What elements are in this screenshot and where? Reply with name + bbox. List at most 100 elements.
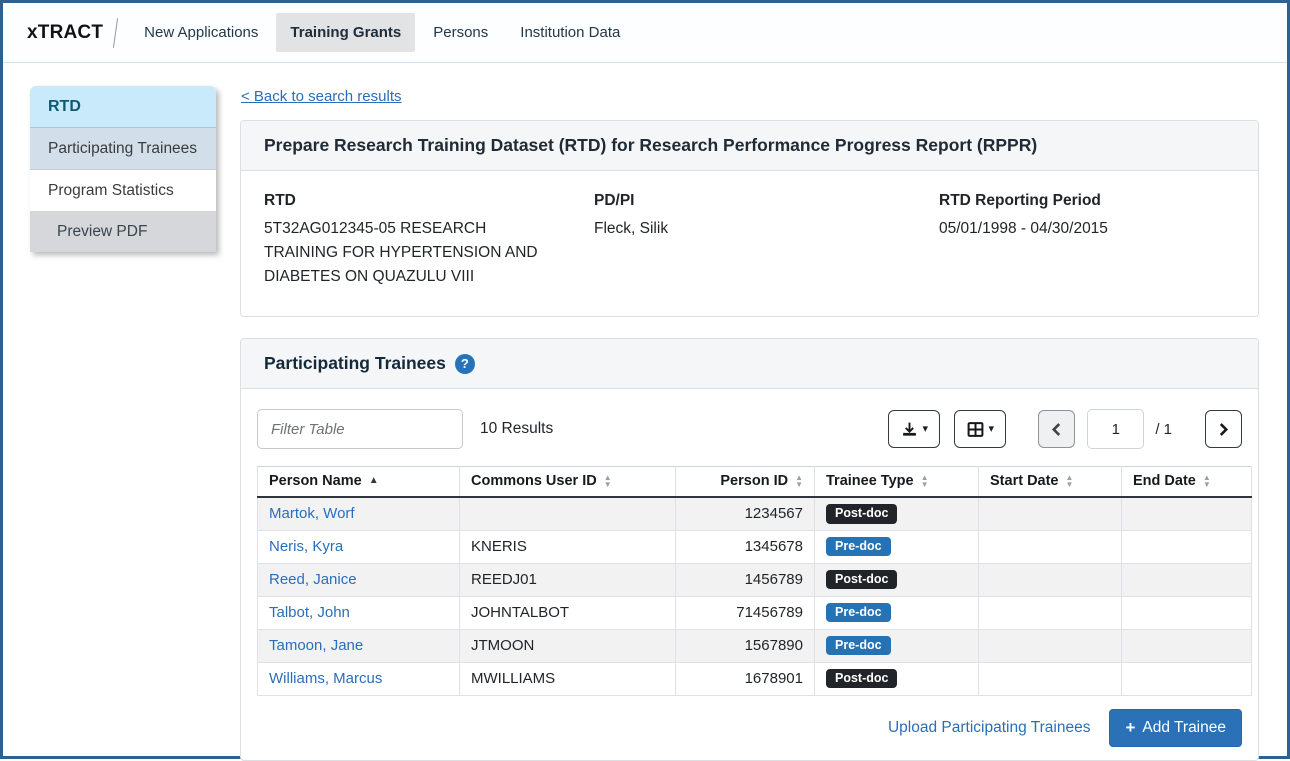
table-row: Neris, Kyra KNERIS 1345678 Pre-doc	[257, 529, 1252, 564]
sort-icon: ▲ ▼	[920, 473, 929, 490]
column-picker-button[interactable]: ▾	[954, 410, 1007, 448]
add-trainee-button[interactable]: + Add Trainee	[1109, 708, 1242, 747]
trainees-panel-title: Participating Trainees	[264, 353, 446, 373]
trainee-type-badge: Post-doc	[826, 668, 898, 689]
table-row: Reed, Janice REEDJ01 1456789 Post-doc	[257, 562, 1252, 597]
column-header-commons-user-id[interactable]: Commons User ID ▲ ▼	[459, 466, 676, 498]
start-date-cell	[978, 595, 1122, 630]
help-icon[interactable]: ?	[454, 353, 475, 374]
nav-item-new-applications[interactable]: New Applications	[144, 24, 259, 41]
table-toolbar: ▾ ▾	[888, 409, 1242, 449]
trainee-type-cell: Pre-doc	[814, 529, 979, 564]
trainee-type-badge: Pre-doc	[826, 602, 891, 623]
column-header-end-date[interactable]: End Date ▲ ▼	[1121, 466, 1252, 498]
content-area: RTD Participating Trainees Program Statist…	[3, 63, 1287, 761]
pagination: / 1	[1038, 409, 1242, 449]
end-date-cell	[1121, 628, 1252, 663]
commons-user-id-cell	[459, 496, 676, 531]
column-label: Commons User ID	[471, 473, 597, 489]
person-name-cell: Talbot, John	[257, 595, 460, 630]
filter-table-input[interactable]	[257, 409, 463, 449]
trainee-type-badge: Post-doc	[826, 504, 898, 524]
person-id-cell: 1678901	[675, 661, 815, 696]
export-download-button[interactable]: ▾	[888, 410, 941, 448]
trainee-type-cell: Pre-doc	[814, 628, 979, 663]
reporting-period-label: RTD Reporting Period	[939, 192, 1101, 209]
person-name-cell: Reed, Janice	[257, 562, 460, 597]
trainees-table-head-row: Person Name ▲ Commons User ID ▲ ▼ Person ID ▲ ▼…	[257, 466, 1252, 498]
end-date-cell	[1121, 661, 1252, 696]
person-id-cell: 1234567	[675, 496, 815, 531]
person-name-link[interactable]: Williams, Marcus	[269, 670, 383, 687]
table-row: Williams, Marcus MWILLIAMS 1678901 Post-doc	[257, 661, 1252, 696]
trainee-type-cell: Post-doc	[814, 496, 979, 531]
start-date-cell	[978, 661, 1122, 696]
nav-item-persons[interactable]: Persons	[433, 24, 489, 41]
rtd-panel-title: Prepare Research Training Dataset (RTD) …	[264, 135, 1038, 155]
participating-trainees-panel: Participating Trainees ? 10 Results	[240, 338, 1259, 761]
commons-user-id-cell: JTMOON	[459, 628, 676, 663]
trainee-type-cell: Post-doc	[814, 562, 979, 597]
pdpi-field-value: Fleck, Silik	[594, 220, 669, 237]
table-columns-icon	[967, 421, 984, 438]
reporting-period-field: RTD Reporting Period 05/01/1998 - 04/30/…	[939, 192, 1235, 289]
sidebar-item-participating-trainees[interactable]: Participating Trainees	[30, 128, 216, 170]
person-name-cell: Tamoon, Jane	[257, 628, 460, 663]
trainee-type-cell: Post-doc	[814, 661, 979, 696]
person-name-link[interactable]: Tamoon, Jane	[269, 637, 364, 654]
trainees-panel-body: 10 Results ▾	[241, 389, 1258, 760]
rtd-field: RTD 5T32AG012345-05 RESEARCH TRAINING FO…	[264, 192, 594, 289]
commons-user-id-cell: MWILLIAMS	[459, 661, 676, 696]
sort-icon: ▲ ▼	[795, 473, 803, 490]
person-name-link[interactable]: Reed, Janice	[269, 571, 357, 588]
trainees-table-body: Martok, Worf 1234567 Post-doc Neris, Kyra KN…	[257, 496, 1252, 696]
table-controls: 10 Results ▾	[257, 409, 1242, 449]
column-label: Start Date	[990, 473, 1059, 489]
end-date-cell	[1121, 496, 1252, 531]
sort-ascending-icon: ▲	[368, 475, 379, 487]
sidebar-item-preview-pdf[interactable]: Preview PDF	[30, 212, 216, 252]
page-total-label: / 1	[1155, 420, 1172, 438]
page-number-input[interactable]	[1087, 409, 1145, 449]
column-header-trainee-type[interactable]: Trainee Type ▲ ▼	[814, 466, 979, 498]
sidebar-nav: RTD Participating Trainees Program Statist…	[30, 86, 216, 252]
person-id-cell: 1345678	[675, 529, 815, 564]
caret-down-icon: ▾	[988, 422, 995, 435]
app-logo: xTRACT	[27, 21, 104, 43]
person-name-cell: Neris, Kyra	[257, 529, 460, 564]
pdpi-field-label: PD/PI	[594, 192, 635, 209]
person-name-link[interactable]: Neris, Kyra	[269, 538, 344, 555]
main-nav: New Applications Training Grants Persons In…	[130, 13, 634, 52]
nav-item-institution-data[interactable]: Institution Data	[520, 24, 621, 41]
person-id-cell: 71456789	[675, 595, 815, 630]
rtd-field-label: RTD	[264, 192, 296, 209]
trainee-type-badge: Post-doc	[826, 569, 898, 590]
commons-user-id-cell: JOHNTALBOT	[459, 595, 676, 630]
column-header-person-id[interactable]: Person ID ▲ ▼	[675, 466, 815, 498]
sidebar-item-program-statistics[interactable]: Program Statistics	[30, 170, 216, 212]
rtd-summary-panel: Prepare Research Training Dataset (RTD) …	[240, 120, 1259, 317]
previous-page-button[interactable]	[1038, 410, 1076, 448]
column-header-person-name[interactable]: Person Name ▲	[257, 466, 460, 498]
reporting-period-value: 05/01/1998 - 04/30/2015	[939, 220, 1108, 237]
rtd-panel-header: Prepare Research Training Dataset (RTD) …	[241, 121, 1258, 171]
person-name-link[interactable]: Talbot, John	[269, 604, 350, 621]
column-label: Person ID	[720, 473, 789, 489]
end-date-cell	[1121, 529, 1252, 564]
column-header-start-date[interactable]: Start Date ▲ ▼	[978, 466, 1122, 498]
sort-icon: ▲ ▼	[603, 473, 612, 490]
trainee-type-badge: Pre-doc	[826, 536, 891, 557]
back-to-search-link[interactable]: < Back to search results	[241, 88, 402, 105]
main-panel: < Back to search results Prepare Researc…	[240, 86, 1259, 761]
person-name-link[interactable]: Martok, Worf	[269, 505, 355, 523]
column-label: Person Name	[269, 473, 362, 489]
trainees-table: Person Name ▲ Commons User ID ▲ ▼ Person ID ▲ ▼…	[257, 466, 1252, 696]
trainee-type-cell: Pre-doc	[814, 595, 979, 630]
nav-item-training-grants[interactable]: Training Grants	[276, 13, 416, 52]
next-page-button[interactable]	[1205, 410, 1242, 448]
start-date-cell	[978, 562, 1122, 597]
pdpi-field: PD/PI Fleck, Silik	[594, 192, 939, 289]
upload-participating-trainees-link[interactable]: Upload Participating Trainees	[887, 718, 1091, 736]
sidebar-item-rtd[interactable]: RTD	[30, 86, 216, 128]
plus-icon: +	[1125, 718, 1136, 737]
